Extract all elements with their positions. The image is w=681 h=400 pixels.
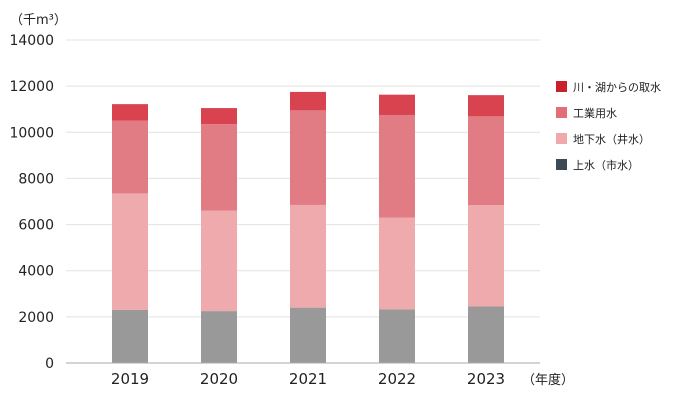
bar-segment: [201, 210, 237, 312]
bar-segment: [112, 104, 148, 121]
bar-segment: [379, 217, 415, 310]
y-tick-label: 14000: [9, 33, 54, 49]
bar-segment: [290, 110, 326, 205]
bars: [112, 91, 504, 363]
bar-segment: [468, 116, 504, 206]
bar-segment: [201, 124, 237, 211]
y-tick-label: 8000: [18, 171, 54, 187]
bar-segment: [290, 307, 326, 363]
x-tick-label: 2022: [378, 370, 416, 388]
legend-swatch: [556, 81, 567, 92]
y-tick-label: 12000: [9, 79, 54, 95]
bar-segment: [112, 309, 148, 363]
y-tick-label: 0: [45, 356, 54, 372]
bar-segment: [112, 120, 148, 194]
legend-label: 上水（市水）: [573, 158, 639, 172]
x-tick-label: 2019: [111, 370, 149, 388]
legend-swatch: [556, 107, 567, 118]
bar-segment: [290, 204, 326, 308]
bar-segment: [201, 311, 237, 363]
x-tick-label: 2023: [467, 370, 505, 388]
y-tick-label: 2000: [18, 310, 54, 326]
y-tick-label: 6000: [18, 218, 54, 234]
legend-label: 工業用水: [573, 107, 617, 120]
bar-segment: [468, 205, 504, 307]
legend-label: 地下水（井水）: [573, 132, 650, 146]
bar-segment: [379, 94, 415, 115]
bar-segment: [201, 108, 237, 125]
bar-segment: [112, 193, 148, 310]
x-tick-label: 2021: [289, 370, 327, 388]
legend-swatch: [556, 133, 567, 144]
legend-label: 川・湖からの取水: [573, 81, 661, 94]
bar-segment: [290, 91, 326, 111]
x-tick-label: 2020: [200, 370, 238, 388]
bar-segment: [379, 309, 415, 363]
bar-segment: [379, 114, 415, 218]
x-axis-label: （年度）: [522, 372, 574, 388]
bar-segment: [468, 95, 504, 117]
bar-segment: [468, 306, 504, 363]
y-tick-label: 4000: [18, 264, 54, 280]
x-axis-ticks: 2019 2020 2021 2022 2023: [111, 370, 505, 388]
legend-swatch: [556, 159, 567, 170]
unit-label: （千m³）: [10, 13, 67, 28]
y-tick-label: 10000: [9, 125, 54, 141]
y-axis-ticks: 0 2000 4000 6000 8000 10000 12000 14000: [9, 33, 54, 372]
